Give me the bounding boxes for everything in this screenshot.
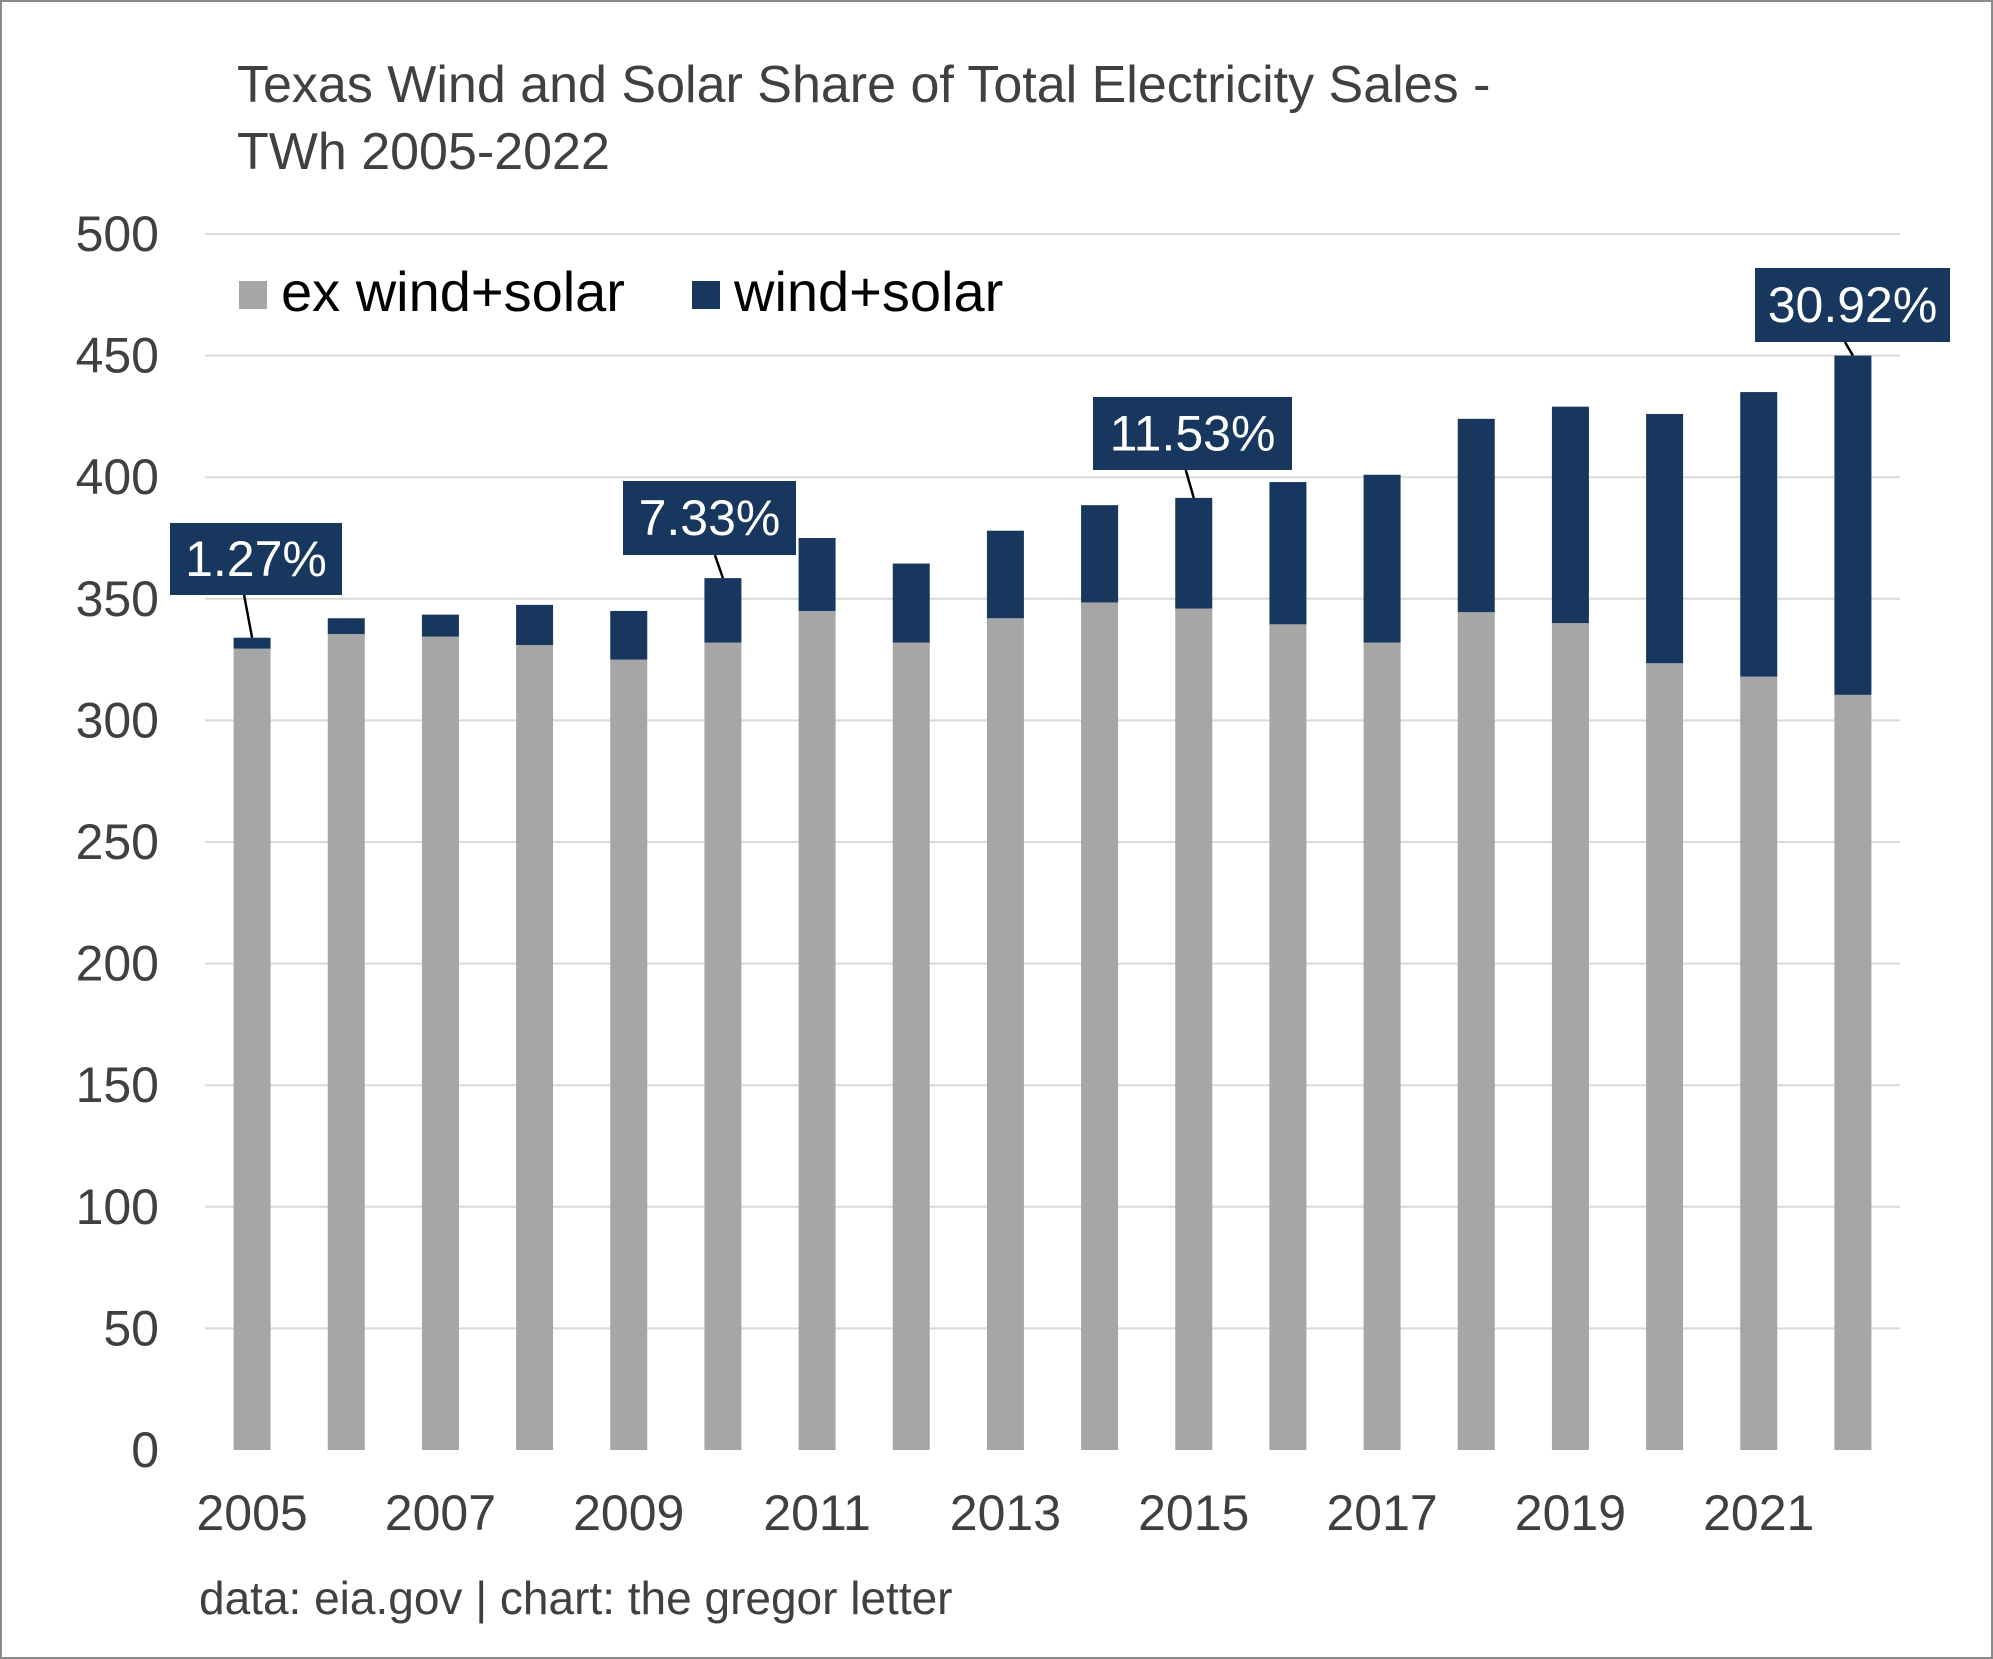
callout-leader-line xyxy=(242,594,254,638)
legend-label: wind+solar xyxy=(733,260,1003,323)
x-axis: 2005 2007 2009 2011 2013 2015 2017 2019 2021 xyxy=(196,1485,1814,1541)
bar-ex-wind-solar xyxy=(327,634,365,1450)
legend-swatch xyxy=(692,281,720,309)
bar-wind-solar xyxy=(233,637,271,649)
bar-wind-solar xyxy=(1740,392,1778,677)
callout-label: 7.33% xyxy=(639,490,781,546)
bar-wind-solar xyxy=(1081,505,1119,603)
bar-wind-solar xyxy=(892,563,930,643)
x-tick-label: 2007 xyxy=(385,1485,496,1541)
bar-wind-solar xyxy=(1834,355,1872,695)
data-callouts: 1.27% 7.33% 11.53% 30.92% xyxy=(170,268,1950,638)
bar-ex-wind-solar xyxy=(1646,663,1684,1450)
bar-ex-wind-solar xyxy=(1457,612,1495,1450)
x-tick-label: 2019 xyxy=(1515,1485,1626,1541)
bar-ex-wind-solar xyxy=(798,610,836,1450)
bar-ex-wind-solar xyxy=(233,648,271,1450)
y-tick-label: 250 xyxy=(76,814,159,870)
bar-wind-solar xyxy=(986,530,1024,619)
gridlines xyxy=(205,233,1900,1330)
y-tick-label: 400 xyxy=(76,449,159,505)
bar-ex-wind-solar xyxy=(1175,608,1213,1450)
y-tick-label: 450 xyxy=(76,328,159,384)
bar-wind-solar xyxy=(1551,406,1589,624)
bar-wind-solar xyxy=(704,578,742,643)
bar-ex-wind-solar xyxy=(516,645,554,1450)
chart-title: Texas Wind and Solar Share of Total Elec… xyxy=(237,56,1490,114)
x-tick-label: 2011 xyxy=(763,1485,871,1541)
bar-wind-solar xyxy=(1269,482,1307,625)
callout-leader-line xyxy=(1184,469,1195,499)
bar-wind-solar xyxy=(327,618,365,635)
bar-wind-solar xyxy=(798,538,836,611)
callout-box xyxy=(1093,397,1292,470)
bar-ex-wind-solar xyxy=(1740,676,1778,1450)
bars xyxy=(233,355,1872,1450)
y-tick-label: 200 xyxy=(76,936,159,992)
bar-ex-wind-solar xyxy=(610,659,648,1450)
x-tick-label: 2005 xyxy=(196,1485,307,1541)
bar-ex-wind-solar xyxy=(1269,624,1307,1450)
callout-label: 11.53% xyxy=(1110,406,1276,462)
callout-box xyxy=(170,523,342,595)
callout-box xyxy=(1755,268,1950,342)
legend-label: ex wind+solar xyxy=(281,260,625,323)
y-tick-label: 350 xyxy=(76,571,159,627)
bar-ex-wind-solar xyxy=(1551,623,1589,1450)
y-tick-label: 0 xyxy=(131,1422,159,1478)
legend: ex wind+solar wind+solar xyxy=(239,260,1003,323)
callout-leader-line xyxy=(713,554,725,579)
x-tick-label: 2013 xyxy=(950,1485,1061,1541)
source-note: data: eia.gov | chart: the gregor letter xyxy=(199,1572,953,1624)
x-tick-label: 2017 xyxy=(1326,1485,1437,1541)
y-axis: 0 50 100 150 200 250 300 350 400 450 500 xyxy=(76,206,159,1478)
callout-label: 1.27% xyxy=(185,531,327,587)
y-tick-label: 500 xyxy=(76,206,159,262)
bar-wind-solar xyxy=(1646,413,1684,664)
bar-wind-solar xyxy=(516,604,554,646)
callout-label: 30.92% xyxy=(1768,277,1938,333)
x-tick-label: 2015 xyxy=(1138,1485,1249,1541)
y-tick-label: 150 xyxy=(76,1057,159,1113)
bar-ex-wind-solar xyxy=(1081,602,1119,1450)
bar-wind-solar xyxy=(1175,497,1213,609)
callout-box xyxy=(623,481,796,555)
x-tick-label: 2009 xyxy=(573,1485,684,1541)
bar-wind-solar xyxy=(1363,474,1401,643)
bar-ex-wind-solar xyxy=(421,636,459,1450)
bar-ex-wind-solar xyxy=(704,642,742,1450)
bar-ex-wind-solar xyxy=(1363,642,1401,1450)
bar-wind-solar xyxy=(1457,418,1495,613)
chart-title-line-2: TWh 2005-2022 xyxy=(237,123,610,181)
y-tick-label: 300 xyxy=(76,692,159,748)
legend-swatch xyxy=(239,281,267,309)
callout-leader-line xyxy=(1843,341,1854,357)
bar-wind-solar xyxy=(610,610,648,660)
bar-wind-solar xyxy=(421,614,459,637)
y-tick-label: 100 xyxy=(76,1179,159,1235)
y-tick-label: 50 xyxy=(103,1300,159,1356)
bar-ex-wind-solar xyxy=(1834,694,1872,1450)
x-tick-label: 2021 xyxy=(1703,1485,1814,1541)
bar-ex-wind-solar xyxy=(892,642,930,1450)
bar-ex-wind-solar xyxy=(986,618,1024,1450)
